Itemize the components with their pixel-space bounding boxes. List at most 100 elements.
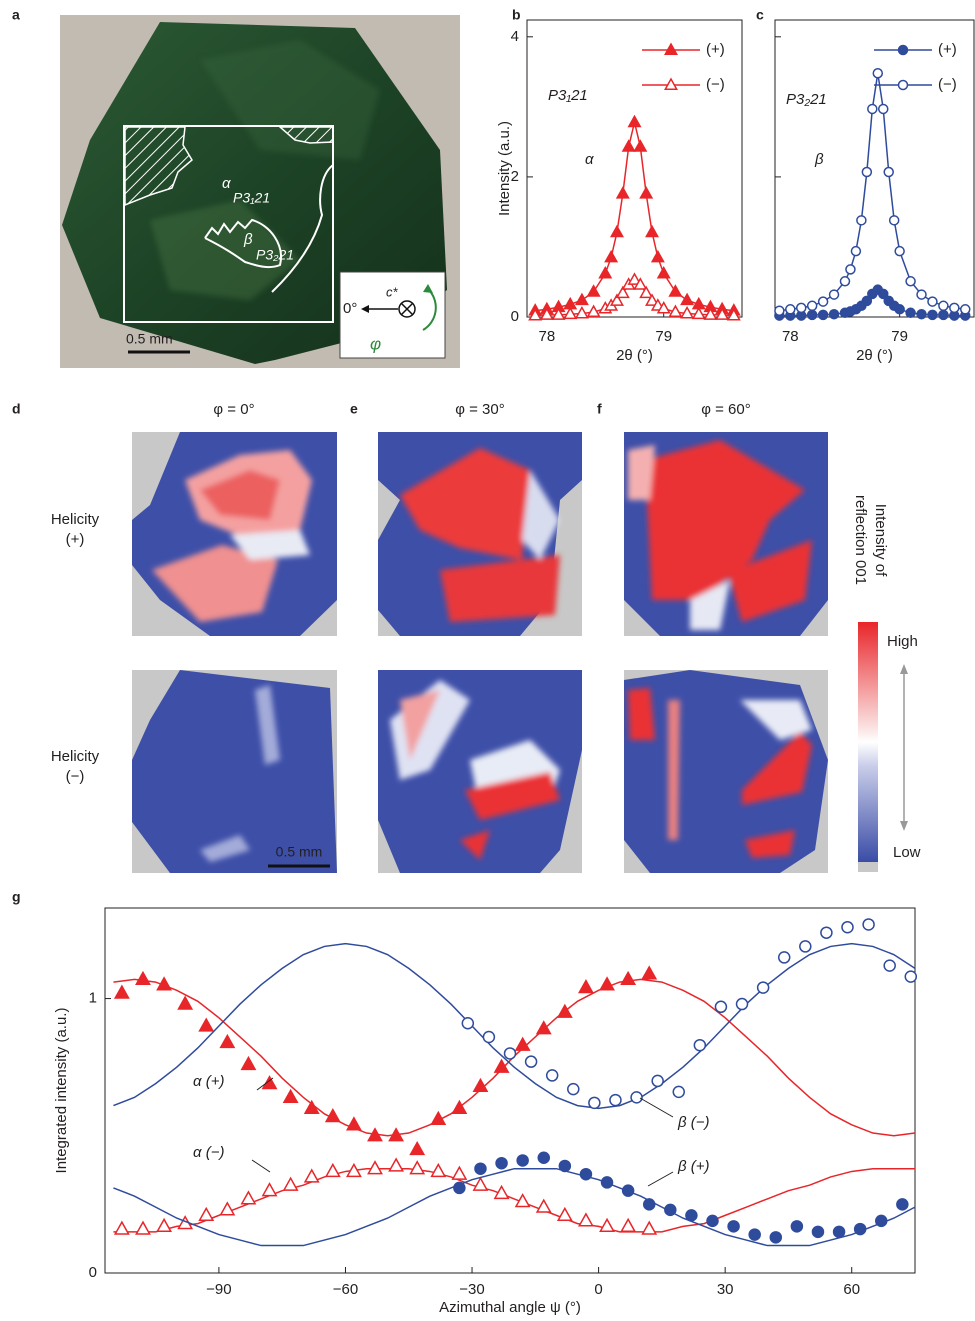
photo: α P3₁21 β P3₂21 0.5 mm 0° c* φ [60, 15, 460, 368]
marker [600, 1176, 614, 1189]
marker [474, 1162, 487, 1175]
plot-frame [104, 907, 916, 1274]
marker [691, 306, 706, 320]
inset-label: 0° [343, 300, 357, 317]
panel-label: f [597, 401, 602, 417]
marker [578, 1212, 594, 1227]
marker [894, 245, 905, 257]
colorbar-title: Intensity of [872, 504, 889, 577]
marker [261, 1075, 278, 1090]
marker [261, 1182, 278, 1197]
marker [177, 995, 194, 1010]
x-tick-label: −60 [333, 1281, 358, 1298]
marker [645, 224, 660, 238]
marker [850, 245, 862, 257]
marker [472, 1176, 489, 1191]
row-label: (+) [66, 531, 85, 548]
marker [240, 1055, 257, 1071]
marker [598, 266, 613, 279]
marker [960, 304, 971, 315]
marker [599, 1217, 615, 1232]
marker [856, 215, 867, 226]
marker [785, 304, 796, 315]
marker [672, 1085, 685, 1099]
marker [806, 309, 818, 321]
marker [388, 1127, 405, 1142]
marker [303, 1099, 320, 1114]
marker [586, 304, 601, 318]
photo-label: β [243, 231, 253, 248]
marker [938, 309, 949, 321]
marker [609, 293, 624, 306]
map-image [624, 432, 828, 636]
leader-line [251, 1159, 271, 1173]
marker [324, 1108, 341, 1123]
marker [135, 1220, 151, 1235]
marker [198, 1206, 215, 1222]
x-tick-label: 60 [843, 1281, 860, 1298]
column-title: φ = 60° [701, 401, 751, 418]
map-image [378, 670, 582, 873]
row-label: Helicity [51, 511, 100, 528]
panel-label: e [350, 401, 358, 417]
marker [574, 305, 589, 319]
x-tick-label: 79 [655, 328, 672, 345]
annotation: P3₁21 [548, 87, 588, 104]
plot-frame [526, 19, 743, 318]
marker [715, 307, 730, 320]
marker [862, 918, 875, 931]
x-axis-label: 2θ (°) [616, 347, 653, 364]
marker [620, 970, 637, 986]
marker [777, 951, 791, 964]
scale-bar-label: 0.5 mm [126, 331, 173, 347]
marker [551, 307, 566, 320]
marker [656, 301, 671, 314]
marker [685, 1209, 698, 1222]
y-tick-label: 0 [89, 1264, 97, 1281]
marker [841, 920, 854, 934]
marker [240, 1190, 257, 1205]
y-tick-label: 4 [511, 28, 519, 45]
legend-marker [664, 77, 678, 90]
marker [817, 309, 829, 321]
marker [633, 277, 648, 290]
marker [609, 224, 624, 238]
y-tick-label: 0 [511, 308, 519, 325]
marker [875, 1214, 888, 1228]
panel-label: b [512, 7, 521, 23]
marker [556, 1003, 573, 1018]
marker [820, 926, 833, 939]
marker [828, 289, 840, 300]
marker [748, 1228, 761, 1241]
marker [641, 1220, 658, 1235]
marker [668, 284, 683, 297]
panel-label: d [12, 401, 21, 417]
series-label: β (−) [677, 1114, 710, 1131]
x-tick-label: 30 [717, 1281, 734, 1298]
marker [537, 1151, 550, 1164]
marker [451, 1099, 468, 1114]
legend-label: (−) [938, 76, 957, 93]
marker [453, 1181, 466, 1195]
marker [774, 305, 785, 316]
marker [680, 305, 695, 319]
marker [516, 1154, 529, 1167]
marker [817, 296, 829, 307]
legend-label: (+) [938, 41, 957, 58]
marker [806, 300, 818, 312]
marker [620, 1217, 637, 1232]
marker [219, 1201, 236, 1216]
marker [680, 292, 695, 306]
annotation: β [814, 151, 824, 168]
annotation: P3₂21 [786, 91, 827, 108]
marker [482, 1030, 496, 1044]
marker [472, 1077, 489, 1093]
legend-marker [664, 42, 678, 55]
marker [493, 1184, 510, 1200]
x-tick-label: 78 [782, 328, 799, 345]
marker [639, 186, 654, 199]
row-label: Helicity [51, 748, 100, 765]
marker [639, 285, 654, 299]
marker [916, 289, 927, 300]
x-axis-label: 2θ (°) [856, 347, 893, 364]
